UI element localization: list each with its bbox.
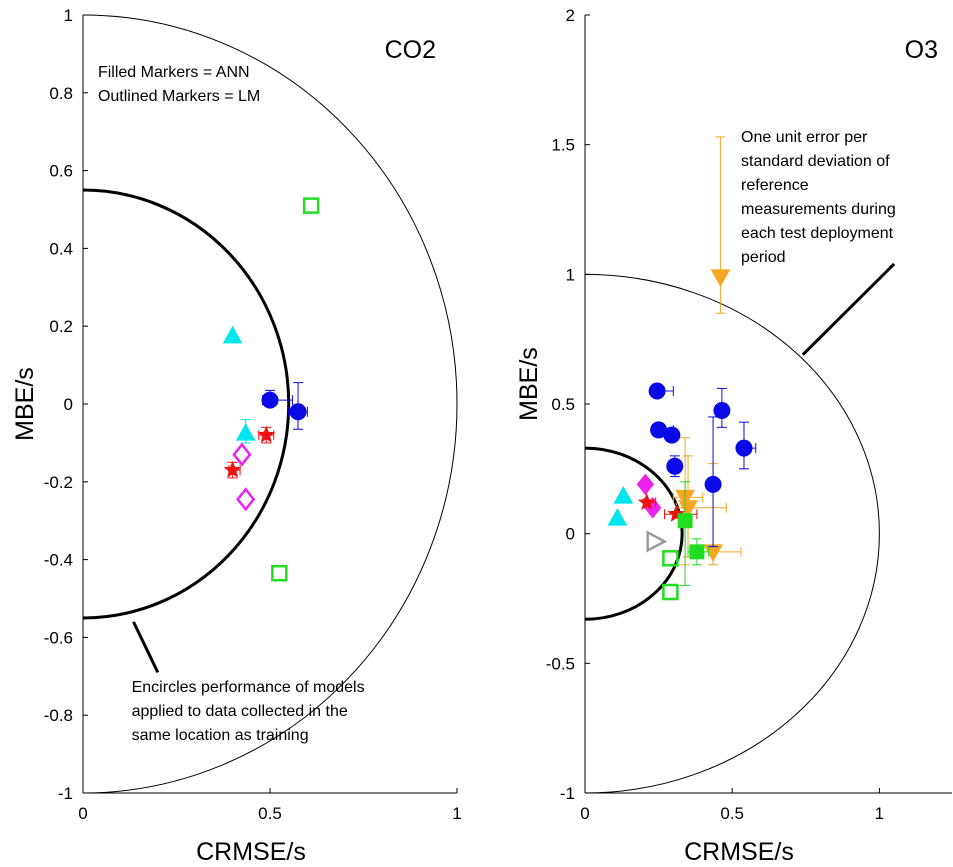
o3-annotation-text: measurements during [741,201,896,218]
o3-annotation-text: standard deviation of [741,153,890,170]
co2-chart-title: CO2 [385,36,436,64]
co2-annotation-text: Filled Markers = ANN [98,64,250,81]
co2-y-tick-label: -1 [58,784,73,803]
o3-y-tick-label: 2 [566,6,575,25]
o3-point-circle [704,475,722,493]
o3-y-tick-label: -1 [560,784,575,803]
o3-point-square [662,583,679,601]
co2-annotation-pointer [132,621,160,674]
co2-point-star [257,425,276,443]
o3-annotation-pointer [801,262,896,356]
o3-y-tick-label: 0.5 [551,395,575,414]
o3-point-triangle-down [703,544,723,562]
o3-point-circle [666,457,684,475]
co2-y-tick-label: 0.8 [49,84,73,103]
co2-panel: -1 -0.8 -0.6 -0.4 -0.2 0 0.2 0.4 0.6 0.8 1 0 0.5 1 CO2… [11,6,462,866]
co2-point-triangle-up [235,423,256,441]
o3-x-tick-label: 1 [875,804,884,823]
o3-point-square [662,550,679,567]
co2-annotation-text: same location as training [132,727,309,744]
co2-y-tick-label: 1 [64,6,73,25]
co2-reference-circle-thin [82,14,458,794]
o3-annotation-text: period [741,249,785,266]
co2-point-diamond [236,487,256,512]
co2-x-axis-label: CRMSE/s [196,838,306,866]
o3-reference-circle-thick [584,446,684,621]
o3-annotation-text: reference [741,177,809,194]
o3-point-triangle-right [646,530,668,553]
co2-y-tick-label: 0.2 [49,317,73,336]
co2-x-tick-label: 0.5 [258,804,282,823]
o3-point-triangle-down [678,500,698,518]
co2-x-tick-label: 1 [452,804,461,823]
o3-y-axis-label: MBE/s [515,347,543,421]
co2-y-tick-label: 0.6 [49,162,73,181]
o3-point-circle [713,401,731,419]
o3-point-circle [648,382,666,400]
o3-y-tick-label: 1.5 [551,136,575,155]
o3-point-square [677,513,693,529]
o3-x-tick-label: 0.5 [720,804,744,823]
o3-chart-title: O3 [905,36,938,64]
co2-y-tick-label: -0.8 [44,706,73,725]
o3-point-triangle-down [710,269,731,287]
co2-y-axis-label: MBE/s [11,367,39,441]
o3-point-diamond [636,473,654,496]
co2-point-star [223,460,242,478]
co2-annotation-text: Encircles performance of models [132,679,365,696]
o3-x-axis-label: CRMSE/s [684,838,794,866]
o3-point-circle [735,439,753,457]
co2-point-circle [289,403,307,421]
co2-y-tick-label: -0.6 [44,628,73,647]
co2-y-tick-label: 0 [64,395,73,414]
o3-y-tick-label: 0 [566,525,575,544]
co2-y-tick-label: -0.4 [44,551,73,570]
o3-annotation-text: each test deployment [741,225,894,242]
co2-y-tick-label: 0.4 [49,239,73,258]
co2-point-circle [261,391,279,409]
o3-y-tick-label: -0.5 [546,654,575,673]
co2-point-diamond [232,442,252,467]
co2-point-square [271,564,288,582]
o3-y-tick-label: 1 [566,265,575,284]
co2-annotation-text: applied to data collected in the [132,703,348,720]
o3-point-square [689,544,705,560]
co2-annotation-text: Outlined Markers = LM [98,88,260,105]
o3-point-triangle-up [613,486,634,504]
o3-annotation-text: One unit error per [741,129,868,146]
co2-x-tick-label: 0 [78,804,87,823]
co2-point-triangle-up [222,325,243,344]
co2-y-tick-label: -0.2 [44,473,73,492]
o3-point-circle [663,426,681,444]
o3-reference-circle-thin [584,273,880,794]
o3-x-tick-label: 0 [580,804,589,823]
o3-panel: -1 -0.5 0 0.5 1 1.5 2 0 0.5 1 O3 CRMSE/s MBE/s One un… [515,6,952,866]
o3-point-star [667,504,686,522]
co2-point-square [302,197,320,214]
o3-point-star [637,493,656,511]
co2-reference-circle-thick [82,188,291,620]
o3-point-triangle-up [607,508,628,526]
